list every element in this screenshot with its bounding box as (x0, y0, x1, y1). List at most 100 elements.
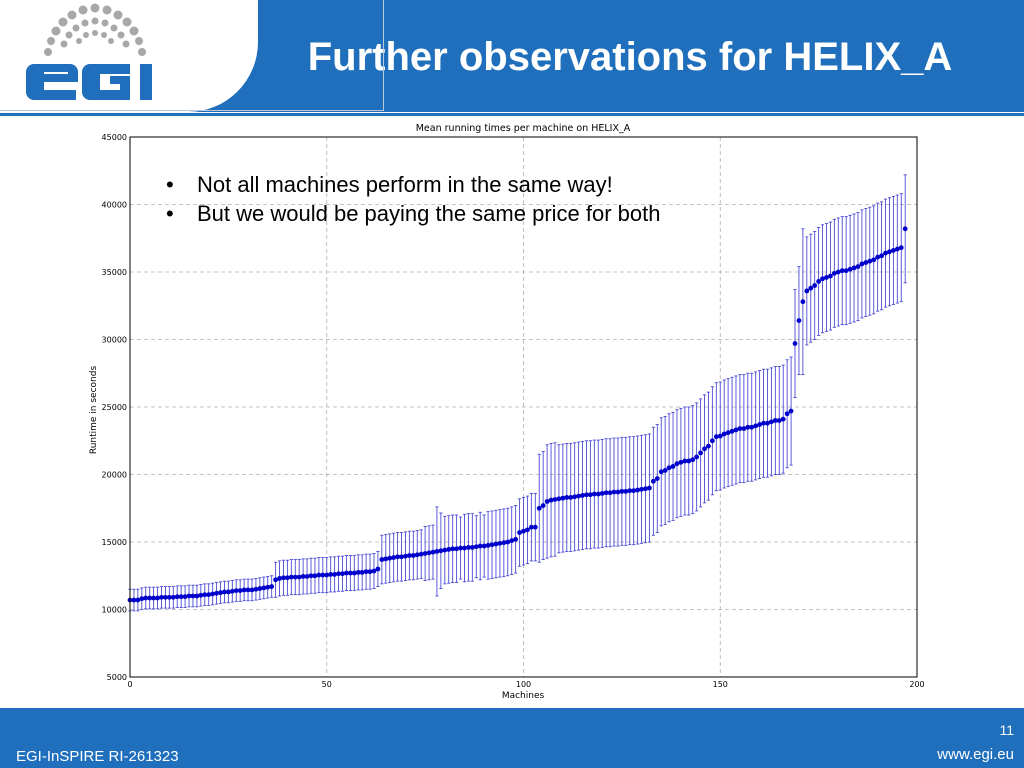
data-point (643, 486, 648, 492)
data-point (430, 549, 436, 555)
data-point (336, 571, 341, 577)
data-point (257, 586, 263, 591)
data-point (139, 596, 145, 602)
data-point (324, 572, 330, 578)
data-point (513, 536, 519, 542)
x-tick-label: 150 (713, 680, 728, 689)
data-point (344, 570, 349, 576)
data-point (410, 553, 416, 558)
data-point (867, 258, 873, 264)
data-point (894, 246, 900, 252)
data-point (320, 572, 326, 578)
y-tick-label: 30000 (102, 336, 127, 345)
y-tick-label: 10000 (102, 606, 127, 615)
data-point (540, 503, 546, 508)
data-point (312, 573, 318, 579)
data-point (414, 552, 420, 558)
bullet-text: Not all machines perform in the same way… (197, 172, 613, 197)
data-point (446, 547, 452, 552)
data-point (587, 492, 593, 498)
data-point (556, 496, 562, 502)
data-point (462, 545, 467, 551)
data-point (623, 488, 629, 494)
data-point (595, 491, 601, 497)
data-point (206, 592, 212, 598)
footer-url: www.egi.eu (937, 746, 1014, 763)
data-point (485, 542, 491, 548)
data-point (627, 488, 633, 494)
data-point (666, 465, 672, 471)
data-point (702, 446, 707, 452)
data-point (418, 551, 424, 557)
data-points (127, 226, 908, 603)
data-point (375, 566, 381, 572)
header-divider (0, 113, 1024, 116)
data-point (528, 524, 534, 530)
data-point (473, 544, 479, 550)
data-point (131, 597, 137, 603)
data-point (647, 485, 652, 491)
y-axis-label: Runtime in seconds (89, 366, 99, 455)
data-point (831, 270, 837, 276)
data-point (355, 569, 361, 575)
data-point (839, 268, 845, 274)
data-point (816, 279, 822, 284)
data-point (670, 464, 676, 469)
data-point (521, 528, 526, 534)
data-point (135, 597, 141, 603)
data-point (662, 468, 668, 473)
data-point (898, 245, 904, 251)
x-tick-label: 0 (127, 680, 132, 689)
logo-panel: egi (0, 0, 258, 112)
data-point (678, 459, 684, 465)
data-point (159, 594, 164, 600)
data-point (603, 490, 609, 496)
data-point (599, 491, 605, 496)
data-point (509, 538, 515, 544)
data-point (769, 419, 774, 425)
data-point (493, 541, 499, 547)
data-point (536, 505, 542, 511)
data-point (210, 591, 216, 597)
data-point (186, 593, 192, 599)
data-point (245, 587, 251, 593)
data-point (828, 273, 833, 279)
data-point (218, 590, 223, 596)
plot-frame (129, 136, 918, 678)
data-point (887, 249, 892, 255)
data-point (635, 487, 641, 493)
data-point (800, 299, 806, 305)
data-point (406, 553, 412, 558)
data-point (178, 594, 184, 600)
data-point (151, 595, 157, 601)
data-point (808, 285, 814, 291)
data-point (288, 574, 294, 580)
slide-number: 11 (999, 722, 1014, 738)
data-point (442, 547, 448, 553)
data-point (253, 586, 259, 592)
bullet-text: But we would be paying the same price fo… (197, 201, 661, 226)
data-point (631, 488, 637, 494)
data-point (182, 594, 188, 600)
data-point (548, 497, 554, 503)
chart-title: Mean running times per machine on HELIX_… (416, 123, 631, 134)
data-point (757, 422, 762, 427)
data-point (383, 556, 389, 562)
data-point (261, 585, 267, 591)
data-point (489, 542, 495, 548)
data-point (147, 595, 153, 601)
data-point (765, 420, 770, 426)
data-point (902, 226, 908, 232)
data-point (796, 318, 802, 323)
data-point (395, 554, 400, 560)
data-point (359, 569, 365, 575)
data-point (426, 550, 432, 556)
slide-title: Further observations for HELIX_A (307, 35, 953, 79)
slide-footer: EGI-InSPIRE RI-261323 11 www.egi.eu (0, 708, 1024, 768)
data-point (170, 594, 176, 600)
data-point (776, 418, 782, 423)
data-point (682, 458, 688, 464)
data-point (434, 549, 440, 554)
bullet-marker-icon: • (166, 172, 174, 197)
data-point (403, 553, 408, 559)
